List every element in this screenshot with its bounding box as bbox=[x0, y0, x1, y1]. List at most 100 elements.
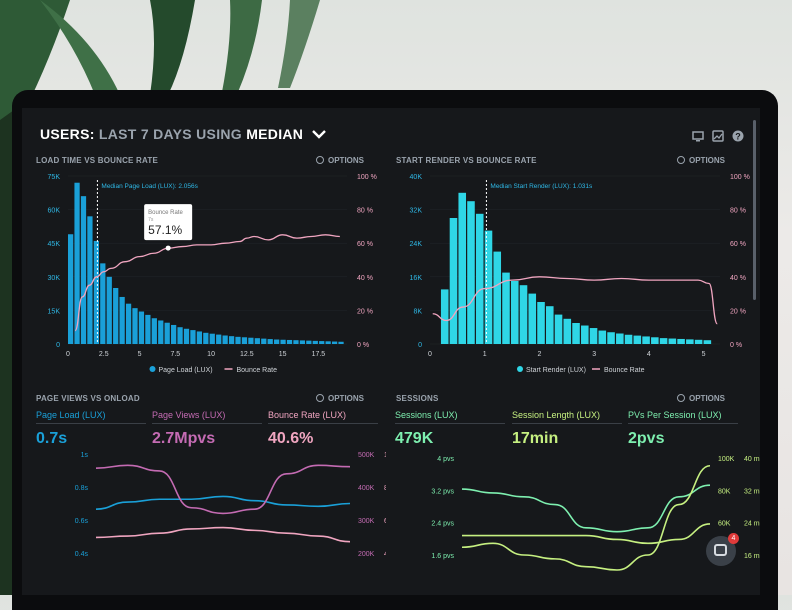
metric-value: 479K bbox=[395, 430, 434, 447]
options-button-sessions[interactable]: OPTIONS bbox=[677, 394, 725, 403]
legend-label: Bounce Rate bbox=[604, 367, 645, 374]
y2-tick-label: 200K bbox=[358, 551, 375, 558]
bar bbox=[87, 216, 93, 344]
y-tick-label: 8K bbox=[413, 308, 422, 315]
bounce-rate-line bbox=[432, 276, 718, 325]
series-line bbox=[461, 484, 711, 533]
bar bbox=[703, 340, 712, 344]
options-button-render[interactable]: OPTIONS bbox=[677, 156, 725, 165]
y2-tick-label: 40 % bbox=[730, 275, 746, 282]
bar bbox=[286, 339, 293, 344]
y2-tick-label: 80 % bbox=[357, 208, 373, 215]
scrollbar[interactable] bbox=[753, 120, 756, 300]
bar bbox=[686, 339, 694, 344]
x-tick-label: 15 bbox=[279, 351, 287, 358]
bar bbox=[100, 263, 106, 344]
bar bbox=[119, 296, 125, 344]
bar bbox=[274, 339, 280, 344]
bar bbox=[449, 218, 458, 344]
chart-pageviews-vs-onload: 1s 500K 100% 0.8s 400K 80% 0.6s 300K 60% 0.4s 200K… bbox=[75, 452, 386, 558]
metric-value: 2.7Mpvs bbox=[152, 430, 216, 447]
bar bbox=[607, 332, 615, 344]
bar bbox=[68, 234, 74, 344]
metric-value: 17min bbox=[512, 430, 559, 447]
y-tick-label: 0 bbox=[418, 342, 422, 349]
options-button-load[interactable]: OPTIONS bbox=[316, 156, 364, 165]
legend-label: Start Render (LUX) bbox=[526, 367, 586, 374]
y3-tick-label: 32 min bbox=[744, 488, 760, 495]
bar bbox=[651, 337, 659, 344]
y2-tick-label: 80K bbox=[718, 488, 731, 495]
bar bbox=[510, 281, 519, 344]
y2-tick-label: 60K bbox=[718, 521, 731, 528]
y-tick-label: 24K bbox=[410, 241, 423, 248]
chevron-down-icon[interactable] bbox=[311, 126, 327, 142]
chat-icon bbox=[714, 544, 727, 556]
monitor-icon[interactable] bbox=[692, 130, 704, 142]
legend-label: Bounce Rate bbox=[237, 367, 278, 374]
y2-tick-label: 100 % bbox=[730, 174, 750, 181]
tooltip-value: 57.1% bbox=[148, 223, 182, 237]
metric-value: 2pvs bbox=[628, 430, 665, 447]
bar bbox=[299, 340, 306, 344]
bar bbox=[164, 322, 170, 344]
tooltip-sub: 7s bbox=[148, 217, 154, 223]
x-tick-label: 10 bbox=[207, 351, 215, 358]
bar bbox=[537, 302, 545, 344]
bar bbox=[563, 318, 572, 344]
series-line bbox=[95, 464, 351, 515]
bar bbox=[183, 328, 190, 344]
bar bbox=[458, 192, 467, 344]
bar bbox=[312, 340, 318, 344]
bar bbox=[642, 336, 650, 344]
x-tick-label: 2.5 bbox=[99, 351, 109, 358]
bar bbox=[598, 330, 607, 344]
x-tick-label: 5 bbox=[138, 351, 142, 358]
y-tick-label: 1.6 pvs bbox=[431, 553, 454, 560]
y-tick-label: 15K bbox=[48, 308, 61, 315]
chat-launcher-button[interactable]: 4 bbox=[706, 533, 739, 566]
x-tick-label: 3 bbox=[592, 351, 596, 358]
bounce-rate-line bbox=[74, 234, 340, 332]
y-tick-label: 0.8s bbox=[75, 485, 89, 492]
bar bbox=[659, 338, 668, 344]
x-tick-label: 5 bbox=[702, 351, 706, 358]
bar bbox=[319, 341, 325, 344]
x-tick-label: 2 bbox=[537, 351, 541, 358]
bar bbox=[633, 335, 642, 344]
y2-tick-label: 60 % bbox=[357, 241, 373, 248]
metric-page-views: Page Views (LUX) 2.7Mpvs bbox=[152, 410, 262, 448]
y2-tick-label: 100K bbox=[718, 456, 735, 463]
y2-tick-label: 60 % bbox=[730, 241, 746, 248]
metric-label: Page Load (LUX) bbox=[36, 410, 146, 424]
series-line bbox=[95, 526, 351, 543]
chart-sessions: 4 pvs 100K 40 min 3.2 pvs 80K 32 min 2.4 pvs 60… bbox=[431, 456, 760, 571]
image-icon[interactable] bbox=[712, 130, 724, 142]
bar bbox=[171, 324, 177, 344]
options-button-pageviews[interactable]: OPTIONS bbox=[316, 394, 364, 403]
dashboard-screen: USERS: LAST 7 DAYS USING MEDIAN ? LOAD T… bbox=[22, 108, 760, 595]
y-tick-label: 32K bbox=[410, 208, 423, 215]
bar bbox=[554, 314, 563, 344]
bar bbox=[190, 330, 196, 344]
metric-value: 0.7s bbox=[36, 430, 68, 447]
bar bbox=[216, 334, 222, 344]
bar bbox=[572, 323, 580, 344]
series-line bbox=[95, 495, 351, 510]
bar bbox=[106, 276, 112, 344]
help-icon[interactable]: ? bbox=[732, 130, 744, 142]
metric-sessions: Sessions (LUX) 479K bbox=[395, 410, 505, 448]
panel-title-load: LOAD TIME VS BOUNCE RATE bbox=[36, 156, 158, 165]
bar bbox=[138, 311, 145, 344]
y3-tick-label: 16 min bbox=[744, 553, 760, 560]
bar bbox=[125, 303, 132, 344]
median-label: Median Page Load (LUX): 2.056s bbox=[101, 183, 198, 190]
y-tick-label: 0.6s bbox=[75, 518, 89, 525]
page-title[interactable]: USERS: LAST 7 DAYS USING MEDIAN bbox=[40, 126, 327, 142]
bar bbox=[80, 196, 87, 344]
bar bbox=[331, 341, 338, 344]
y3-tick-label: 80% bbox=[384, 485, 386, 492]
bar bbox=[325, 341, 331, 344]
bar bbox=[241, 337, 248, 344]
bar bbox=[132, 308, 138, 344]
